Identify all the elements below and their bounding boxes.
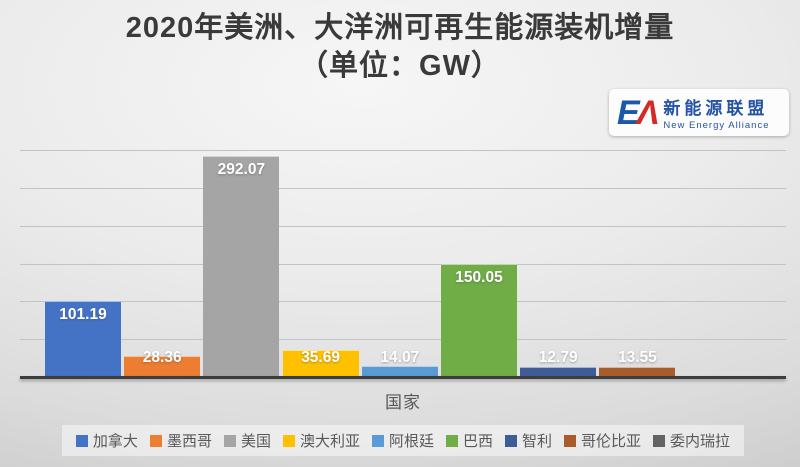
chart-title-line2: （单位：GW）	[299, 50, 501, 83]
legend-item-venezuela: 委内瑞拉	[653, 430, 730, 451]
bar-usa	[203, 156, 280, 378]
legend-swatch-canada	[75, 434, 88, 447]
legend-swatch-venezuela	[653, 434, 666, 447]
chart-title-line1: 2020年美洲、大洋洲可再生能源装机增量	[125, 12, 675, 44]
legend-swatch-argentina	[371, 434, 384, 447]
legend-swatch-mexico	[149, 434, 162, 447]
data-label-australia: 35.69	[301, 349, 340, 366]
gridline-300	[20, 150, 786, 152]
legend-item-canada: 加拿大	[75, 430, 138, 451]
data-label-chile: 12.79	[538, 349, 578, 366]
bar-brazil	[441, 263, 517, 378]
data-label-colombia: 13.55	[617, 349, 657, 366]
legend-label-brazil: 巴西	[463, 433, 494, 450]
legend-item-chile: 智利	[505, 430, 552, 451]
bar-australia	[282, 350, 359, 378]
gridline-150	[20, 263, 786, 265]
legend-label-usa: 美国	[240, 433, 271, 450]
gridline-50	[20, 339, 786, 341]
legend-strip: 加拿大 墨西哥 美国 澳大利亚 阿根廷 巴西 智利 哥伦比亚 委内瑞拉	[62, 425, 744, 456]
legend-label-venezuela: 委内瑞拉	[670, 433, 731, 450]
bar-argentina	[361, 366, 438, 378]
legend-item-mexico: 墨西哥	[149, 430, 212, 451]
bar-canada	[45, 300, 121, 378]
legend-item-australia: 澳大利亚	[282, 430, 360, 451]
legend-swatch-usa	[223, 434, 236, 447]
data-label-brazil: 150.05	[455, 268, 503, 286]
new-energy-alliance-logo: EΛ 新能源联盟 New Energy Alliance	[609, 89, 789, 136]
bar-colombia	[599, 366, 676, 378]
legend-item-brazil: 巴西	[446, 430, 493, 451]
chart-legend: 加拿大 墨西哥 美国 澳大利亚 阿根廷 巴西 智利 哥伦比亚 委内瑞拉	[75, 430, 730, 451]
chart-title: 2020年美洲、大洋洲可再生能源装机增量 （单位：GW）	[0, 9, 800, 86]
legend-label-colombia: 哥伦比亚	[581, 433, 642, 450]
legend-item-colombia: 哥伦比亚	[564, 430, 641, 451]
bar-chile	[520, 367, 597, 378]
legend-label-mexico: 墨西哥	[166, 433, 212, 450]
legend-label-canada: 加拿大	[92, 433, 138, 450]
logo-chinese-name: 新能源联盟	[663, 99, 769, 119]
legend-label-argentina: 阿根廷	[388, 433, 434, 450]
legend-label-australia: 澳大利亚	[299, 433, 360, 450]
logo-text: 新能源联盟 New Energy Alliance	[663, 94, 769, 131]
legend-swatch-brazil	[446, 434, 458, 447]
logo-letter-e: E	[617, 93, 640, 132]
gridline-250	[20, 188, 786, 190]
logo-ea-monogram-icon: EΛ	[617, 93, 660, 132]
data-label-argentina: 14.07	[380, 349, 420, 366]
legend-swatch-australia	[282, 434, 295, 447]
x-axis-line	[20, 376, 786, 379]
gridline-100	[20, 301, 786, 303]
legend-item-usa: 美国	[223, 430, 271, 451]
data-label-usa: 292.07	[217, 161, 266, 179]
data-label-canada: 101.19	[59, 305, 107, 323]
legend-item-argentina: 阿根廷	[371, 430, 434, 451]
gridline-200	[20, 225, 786, 227]
logo-english-name: New Energy Alliance	[663, 120, 770, 131]
x-axis-title: 国家	[385, 393, 421, 412]
legend-swatch-colombia	[564, 434, 577, 447]
bar-mexico	[124, 355, 201, 378]
logo-letter-a: Λ	[636, 93, 660, 132]
data-label-mexico: 28.36	[142, 349, 182, 366]
legend-swatch-chile	[505, 434, 518, 447]
legend-label-chile: 智利	[522, 433, 553, 450]
